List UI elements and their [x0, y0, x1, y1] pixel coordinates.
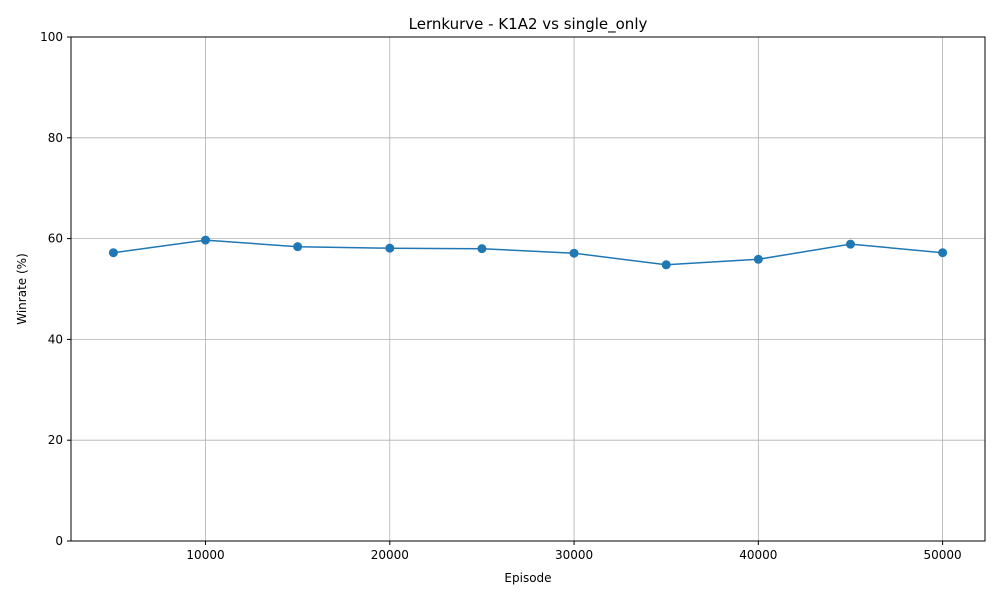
- y-tick-label: 60: [48, 232, 63, 246]
- data-point: [108, 248, 118, 258]
- data-point: [293, 242, 303, 252]
- data-point: [753, 254, 763, 264]
- data-point: [661, 260, 671, 270]
- x-tick-label: 40000: [739, 548, 777, 562]
- y-tick-label: 80: [48, 131, 63, 145]
- axis-ticks: 10000 20000 30000 40000 50000 0 20 40 60 80 100: [40, 30, 962, 562]
- data-point: [477, 244, 487, 254]
- x-tick-label: 50000: [924, 548, 962, 562]
- y-axis-title: Winrate (%): [15, 253, 29, 325]
- x-tick-label: 30000: [555, 548, 593, 562]
- x-tick-label: 10000: [186, 548, 224, 562]
- data-point: [201, 235, 211, 245]
- x-tick-label: 20000: [371, 548, 409, 562]
- series-layer: [108, 235, 948, 270]
- chart-title: Lernkurve - K1A2 vs single_only: [409, 15, 648, 34]
- series-line: [113, 239, 943, 266]
- y-tick-label: 20: [48, 433, 63, 447]
- data-point: [569, 248, 579, 258]
- x-axis-title: Episode: [504, 571, 551, 585]
- data-point: [938, 248, 948, 258]
- data-point: [845, 239, 855, 249]
- y-tick-label: 0: [55, 534, 63, 548]
- data-point: [385, 243, 395, 253]
- y-tick-label: 100: [40, 30, 63, 44]
- plot-frame: [70, 36, 986, 542]
- y-tick-label: 40: [48, 332, 63, 346]
